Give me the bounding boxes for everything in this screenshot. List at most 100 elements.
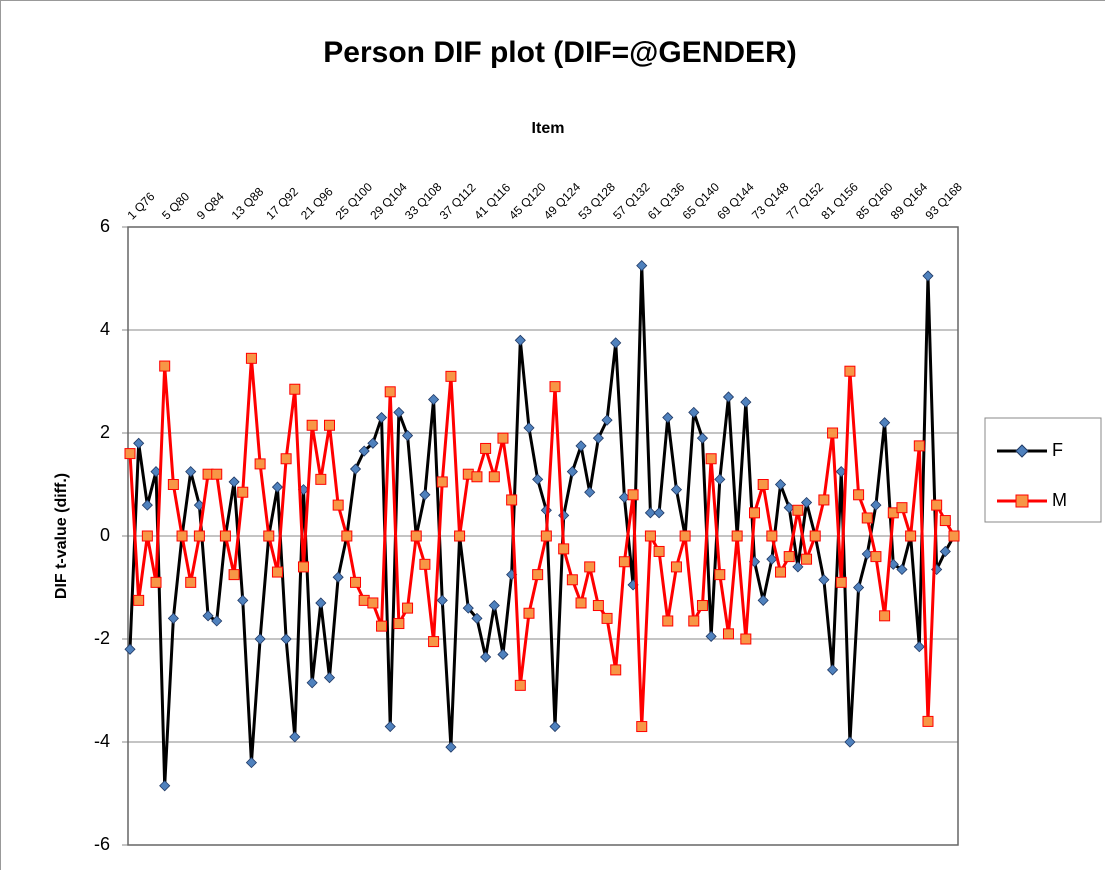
data-point: [723, 629, 733, 639]
data-point: [524, 608, 534, 618]
data-point: [229, 570, 239, 580]
data-point: [307, 420, 317, 430]
data-point: [862, 513, 872, 523]
chart: Person DIF plot (DIF=@GENDER) Item DIF t…: [0, 0, 1105, 870]
data-point: [949, 531, 959, 541]
data-point: [793, 505, 803, 515]
data-point: [836, 577, 846, 587]
data-point: [637, 722, 647, 732]
data-point: [481, 443, 491, 453]
data-point: [411, 531, 421, 541]
data-point: [541, 531, 551, 541]
data-point: [671, 562, 681, 572]
data-point: [160, 361, 170, 371]
data-point: [854, 490, 864, 500]
data-point: [298, 562, 308, 572]
data-point: [246, 353, 256, 363]
data-point: [602, 613, 612, 623]
data-point: [498, 433, 508, 443]
data-point: [212, 469, 222, 479]
data-point: [697, 601, 707, 611]
data-point: [628, 490, 638, 500]
y-tick-label: -2: [94, 628, 110, 648]
data-point: [585, 562, 595, 572]
data-point: [255, 459, 265, 469]
data-point: [220, 531, 230, 541]
legend-box: [985, 418, 1101, 522]
data-point: [828, 428, 838, 438]
data-point: [619, 557, 629, 567]
data-point: [533, 570, 543, 580]
data-point: [758, 480, 768, 490]
data-point: [802, 554, 812, 564]
data-point: [689, 616, 699, 626]
data-point: [151, 577, 161, 587]
data-point: [368, 598, 378, 608]
data-point: [776, 567, 786, 577]
data-point: [455, 531, 465, 541]
data-point: [914, 441, 924, 451]
data-point: [446, 371, 456, 381]
data-point: [290, 384, 300, 394]
data-point: [272, 567, 282, 577]
y-tick-label: 6: [100, 216, 110, 236]
data-point: [871, 552, 881, 562]
data-point: [142, 531, 152, 541]
data-point: [750, 508, 760, 518]
data-point: [845, 366, 855, 376]
data-point: [706, 454, 716, 464]
data-point: [238, 487, 248, 497]
data-point: [576, 598, 586, 608]
data-point: [377, 621, 387, 631]
data-point: [489, 472, 499, 482]
y-axis-title: DIF t-value (diff.): [53, 473, 70, 599]
data-point: [819, 495, 829, 505]
data-point: [654, 546, 664, 556]
data-point: [420, 559, 430, 569]
data-point: [932, 500, 942, 510]
data-point: [403, 603, 413, 613]
data-point: [897, 503, 907, 513]
data-point: [663, 616, 673, 626]
data-point: [645, 531, 655, 541]
data-point: [194, 531, 204, 541]
data-point: [316, 474, 326, 484]
data-point: [567, 575, 577, 585]
data-point: [429, 637, 439, 647]
legend-label: F: [1052, 440, 1063, 460]
data-point: [351, 577, 361, 587]
data-point: [784, 552, 794, 562]
data-point: [507, 495, 517, 505]
data-point: [333, 500, 343, 510]
data-point: [906, 531, 916, 541]
data-point: [437, 477, 447, 487]
data-point: [394, 619, 404, 629]
data-point: [281, 454, 291, 464]
data-point: [880, 611, 890, 621]
data-point: [550, 382, 560, 392]
x-axis-title: Item: [532, 120, 565, 137]
data-point: [559, 544, 569, 554]
y-tick-label: 4: [100, 319, 110, 339]
data-point: [324, 420, 334, 430]
data-point: [385, 387, 395, 397]
y-tick-label: 0: [100, 525, 110, 545]
data-point: [186, 577, 196, 587]
data-point: [741, 634, 751, 644]
chart-title: Person DIF plot (DIF=@GENDER): [323, 36, 796, 69]
data-point: [472, 472, 482, 482]
data-point: [168, 480, 178, 490]
data-point: [732, 531, 742, 541]
legend-label: M: [1052, 490, 1067, 510]
legend-marker: [1016, 495, 1028, 507]
y-tick-label: 2: [100, 422, 110, 442]
data-point: [134, 595, 144, 605]
data-point: [611, 665, 621, 675]
data-point: [940, 516, 950, 526]
data-point: [680, 531, 690, 541]
data-point: [810, 531, 820, 541]
data-point: [515, 680, 525, 690]
y-tick-label: -4: [94, 731, 110, 751]
data-point: [593, 601, 603, 611]
data-point: [342, 531, 352, 541]
